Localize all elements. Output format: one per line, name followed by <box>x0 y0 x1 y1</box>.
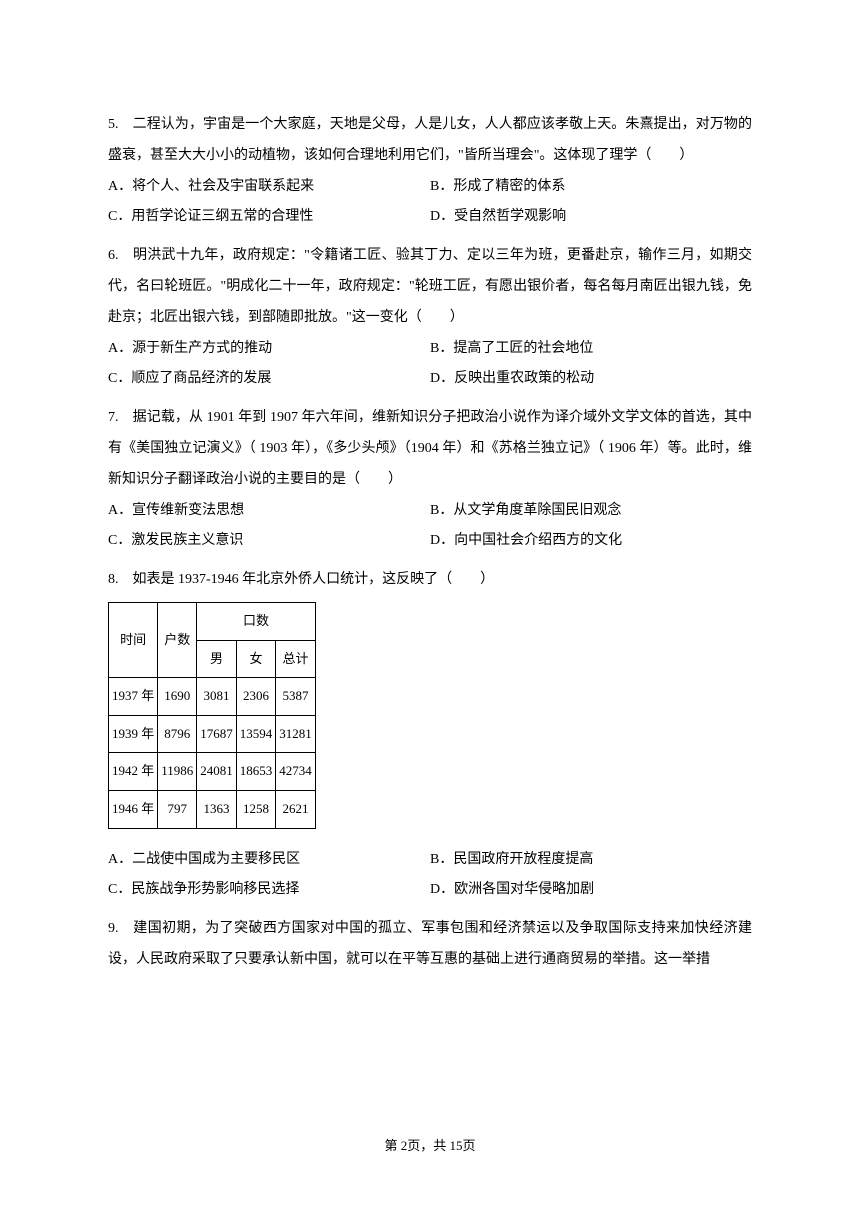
cell-hu: 8796 <box>158 715 197 753</box>
option-b: B．民国政府开放程度提高 <box>430 845 752 876</box>
cell-hu: 1690 <box>158 678 197 716</box>
question-number: 5. <box>108 117 119 132</box>
header-total: 总计 <box>276 640 316 678</box>
question-number: 6. <box>108 248 119 263</box>
cell-total: 2621 <box>276 790 316 828</box>
question-5: 5. 二程认为，宇宙是一个大家庭，天地是父母，人是儿女，人人都应该孝敬上天。朱熹… <box>108 110 752 233</box>
option-c: C．顺应了商品经济的发展 <box>108 364 430 395</box>
question-7: 7. 据记载，从 1901 年到 1907 年六年间，维新知识分子把政治小说作为… <box>108 403 752 557</box>
option-a: A．宣传维新变法思想 <box>108 496 430 527</box>
question-5-options: A．将个人、社会及宇宙联系起来 B．形成了精密的体系 C．用哲学论证三纲五常的合… <box>108 172 752 234</box>
question-body: 如表是 1937-1946 年北京外侨人口统计，这反映了（ ） <box>133 572 495 587</box>
cell-female: 13594 <box>236 715 276 753</box>
question-7-options: A．宣传维新变法思想 B．从文学角度革除国民旧观念 C．激发民族主义意识 D．向… <box>108 496 752 558</box>
header-male: 男 <box>197 640 237 678</box>
option-d: D．受自然哲学观影响 <box>430 202 752 233</box>
cell-year: 1942 年 <box>109 753 158 791</box>
option-c: C．用哲学论证三纲五常的合理性 <box>108 202 430 233</box>
footer-prefix: 第 <box>384 1138 400 1153</box>
population-table: 时间 户数 口数 男 女 总计 1937 年 1690 3081 2306 53… <box>108 602 316 829</box>
question-6-options: A．源于新生产方式的推动 B．提高了工匠的社会地位 C．顺应了商品经济的发展 D… <box>108 334 752 396</box>
option-b: B．从文学角度革除国民旧观念 <box>430 496 752 527</box>
cell-male: 24081 <box>197 753 237 791</box>
header-time: 时间 <box>109 602 158 677</box>
option-c: C．民族战争形势影响移民选择 <box>108 875 430 906</box>
option-d: D．反映出重农政策的松动 <box>430 364 752 395</box>
question-5-text: 5. 二程认为，宇宙是一个大家庭，天地是父母，人是儿女，人人都应该孝敬上天。朱熹… <box>108 110 752 172</box>
question-9: 9. 建国初期，为了突破西方国家对中国的孤立、军事包围和经济禁运以及争取国际支持… <box>108 914 752 976</box>
cell-year: 1939 年 <box>109 715 158 753</box>
table-row: 1946 年 797 1363 1258 2621 <box>109 790 316 828</box>
option-b: B．形成了精密的体系 <box>430 172 752 203</box>
cell-total: 42734 <box>276 753 316 791</box>
question-7-text: 7. 据记载，从 1901 年到 1907 年六年间，维新知识分子把政治小说作为… <box>108 403 752 495</box>
header-kou: 口数 <box>197 602 316 640</box>
question-8-options: A．二战使中国成为主要移民区 B．民国政府开放程度提高 C．民族战争形势影响移民… <box>108 845 752 907</box>
cell-total: 31281 <box>276 715 316 753</box>
question-8-text: 8. 如表是 1937-1946 年北京外侨人口统计，这反映了（ ） <box>108 565 752 596</box>
cell-year: 1937 年 <box>109 678 158 716</box>
table-row: 1942 年 11986 24081 18653 42734 <box>109 753 316 791</box>
question-6-text: 6. 明洪武十九年，政府规定："令籍诸工匠、验其丁力、定以三年为班，更番赴京，输… <box>108 241 752 333</box>
option-a: A．源于新生产方式的推动 <box>108 334 430 365</box>
option-b: B．提高了工匠的社会地位 <box>430 334 752 365</box>
option-d: D．欧洲各国对华侵略加剧 <box>430 875 752 906</box>
question-body: 明洪武十九年，政府规定："令籍诸工匠、验其丁力、定以三年为班，更番赴京，输作三月… <box>108 248 752 325</box>
option-a: A．将个人、社会及宇宙联系起来 <box>108 172 430 203</box>
cell-year: 1946 年 <box>109 790 158 828</box>
option-d: D．向中国社会介绍西方的文化 <box>430 526 752 557</box>
question-8: 8. 如表是 1937-1946 年北京外侨人口统计，这反映了（ ） 时间 户数… <box>108 565 752 906</box>
cell-total: 5387 <box>276 678 316 716</box>
question-6: 6. 明洪武十九年，政府规定："令籍诸工匠、验其丁力、定以三年为班，更番赴京，输… <box>108 241 752 395</box>
cell-female: 1258 <box>236 790 276 828</box>
cell-hu: 11986 <box>158 753 197 791</box>
question-number: 8. <box>108 572 119 587</box>
footer-suffix: 页 <box>463 1138 476 1153</box>
table-header-row: 时间 户数 口数 <box>109 602 316 640</box>
page-total: 15 <box>450 1138 463 1153</box>
header-female: 女 <box>236 640 276 678</box>
question-number: 7. <box>108 410 119 425</box>
footer-mid: 页，共 <box>407 1138 449 1153</box>
question-body: 二程认为，宇宙是一个大家庭，天地是父母，人是儿女，人人都应该孝敬上天。朱熹提出，… <box>108 117 752 163</box>
question-body: 建国初期，为了突破西方国家对中国的孤立、军事包围和经济禁运以及争取国际支持来加快… <box>108 921 752 967</box>
table-row: 1937 年 1690 3081 2306 5387 <box>109 678 316 716</box>
page-footer: 第 2页，共 15页 <box>0 1132 860 1161</box>
cell-female: 18653 <box>236 753 276 791</box>
question-number: 9. <box>108 921 119 936</box>
cell-male: 17687 <box>197 715 237 753</box>
cell-male: 1363 <box>197 790 237 828</box>
question-body: 据记载，从 1901 年到 1907 年六年间，维新知识分子把政治小说作为译介域… <box>108 410 752 487</box>
cell-hu: 797 <box>158 790 197 828</box>
cell-male: 3081 <box>197 678 237 716</box>
option-c: C．激发民族主义意识 <box>108 526 430 557</box>
question-9-text: 9. 建国初期，为了突破西方国家对中国的孤立、军事包围和经济禁运以及争取国际支持… <box>108 914 752 976</box>
cell-female: 2306 <box>236 678 276 716</box>
table-row: 1939 年 8796 17687 13594 31281 <box>109 715 316 753</box>
header-hu: 户数 <box>158 602 197 677</box>
option-a: A．二战使中国成为主要移民区 <box>108 845 430 876</box>
